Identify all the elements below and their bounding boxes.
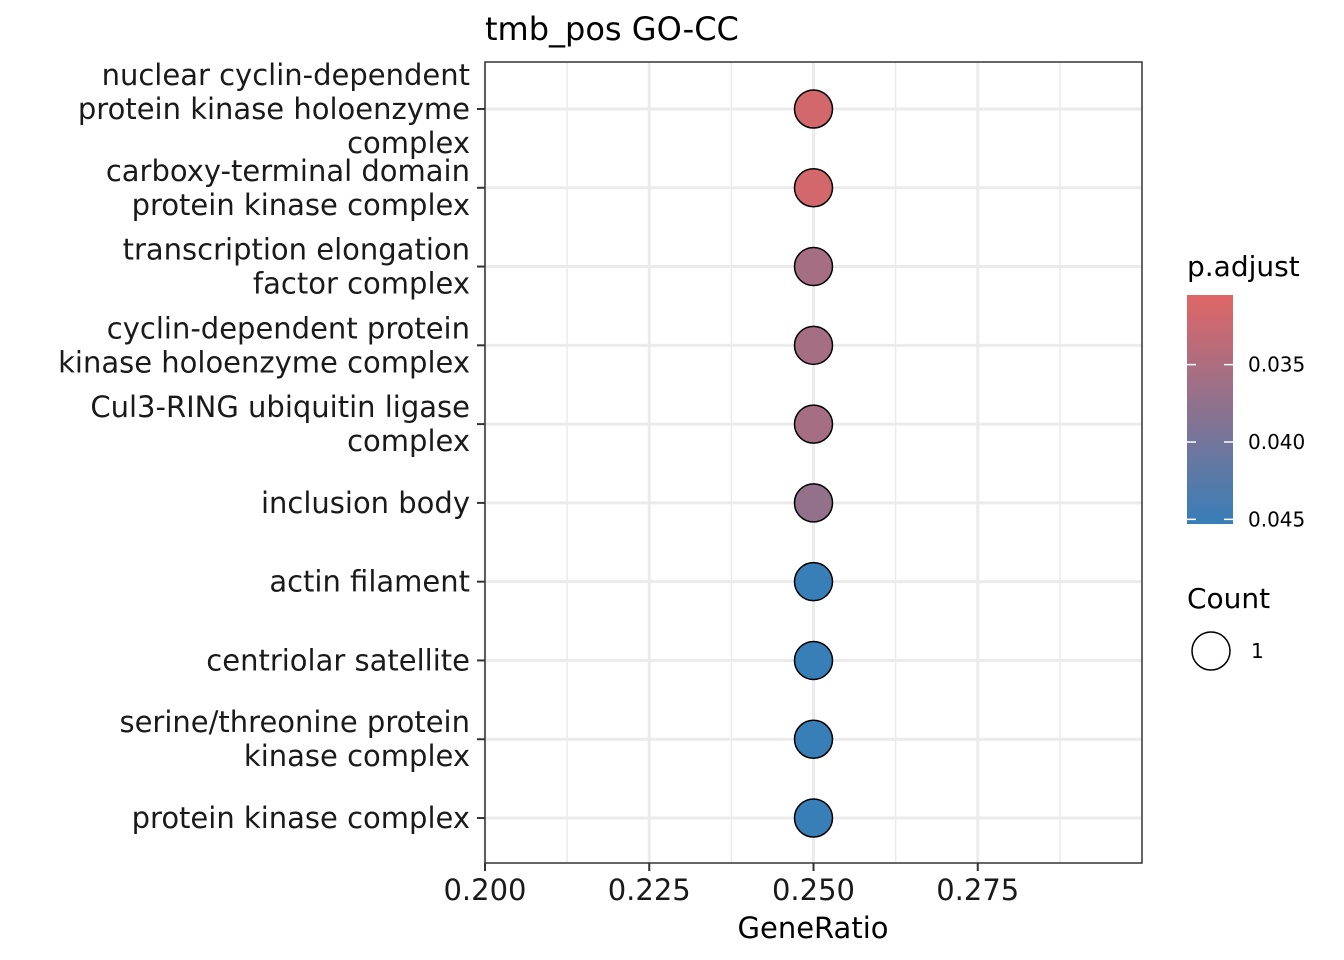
color-legend: p.adjust 0.035 0.040 0.045: [1187, 250, 1305, 531]
color-legend-tick-label: 0.040: [1248, 430, 1305, 454]
x-tick-label: 0.225: [608, 873, 691, 907]
x-tick-label: 0.250: [772, 873, 855, 907]
size-legend-title: Count: [1187, 582, 1270, 615]
color-legend-tick-label: 0.035: [1248, 353, 1305, 377]
data-point: [793, 404, 834, 444]
y-tick-label: protein kinase complex: [132, 801, 470, 835]
data-point: [793, 246, 834, 287]
x-axis-label: GeneRatio: [738, 911, 889, 945]
x-tick-label: 0.200: [443, 873, 526, 907]
color-legend-tick-label: 0.045: [1248, 507, 1305, 531]
size-legend-key: [1191, 631, 1231, 671]
y-tick-label: nuclear cyclin-dependent protein kinase h…: [78, 58, 470, 160]
x-tick-labels: 0.200 0.225 0.250 0.275: [443, 863, 1019, 907]
data-point: [793, 168, 834, 208]
data-point: [793, 483, 834, 523]
color-legend-ticks: 0.035 0.040 0.045: [1187, 353, 1305, 531]
color-legend-bar: [1187, 295, 1233, 524]
color-legend-title: p.adjust: [1187, 250, 1300, 283]
data-points: [793, 89, 834, 838]
y-tick-label: centriolar satellite: [206, 643, 470, 677]
y-tick-label: cyclin-dependent protein kinase holoenzym…: [58, 311, 470, 379]
data-point: [793, 89, 834, 129]
y-tick-label: inclusion body: [261, 486, 470, 520]
data-point: [793, 325, 834, 366]
y-tick-label: serine/threonine protein kinase complex: [119, 705, 470, 773]
size-legend: Count 1: [1187, 582, 1270, 671]
y-tick-label: transcription elongation factor complex: [123, 233, 470, 301]
y-tick-label: Cul3-RING ubiquitin ligase complex: [90, 390, 470, 458]
panel-border: [484, 61, 1143, 864]
y-tick-labels: nuclear cyclin-dependent protein kinase h…: [58, 58, 485, 835]
size-legend-label: 1: [1251, 639, 1264, 663]
data-point: [793, 561, 834, 602]
data-point: [793, 719, 834, 759]
data-point: [793, 640, 834, 681]
x-tick-label: 0.275: [936, 873, 1019, 907]
y-tick-label: carboxy-terminal domain protein kinase co…: [106, 154, 470, 222]
data-point: [793, 798, 834, 838]
chart-title: tmb_pos GO-CC: [485, 10, 739, 48]
y-tick-label: actin filament: [269, 565, 470, 599]
